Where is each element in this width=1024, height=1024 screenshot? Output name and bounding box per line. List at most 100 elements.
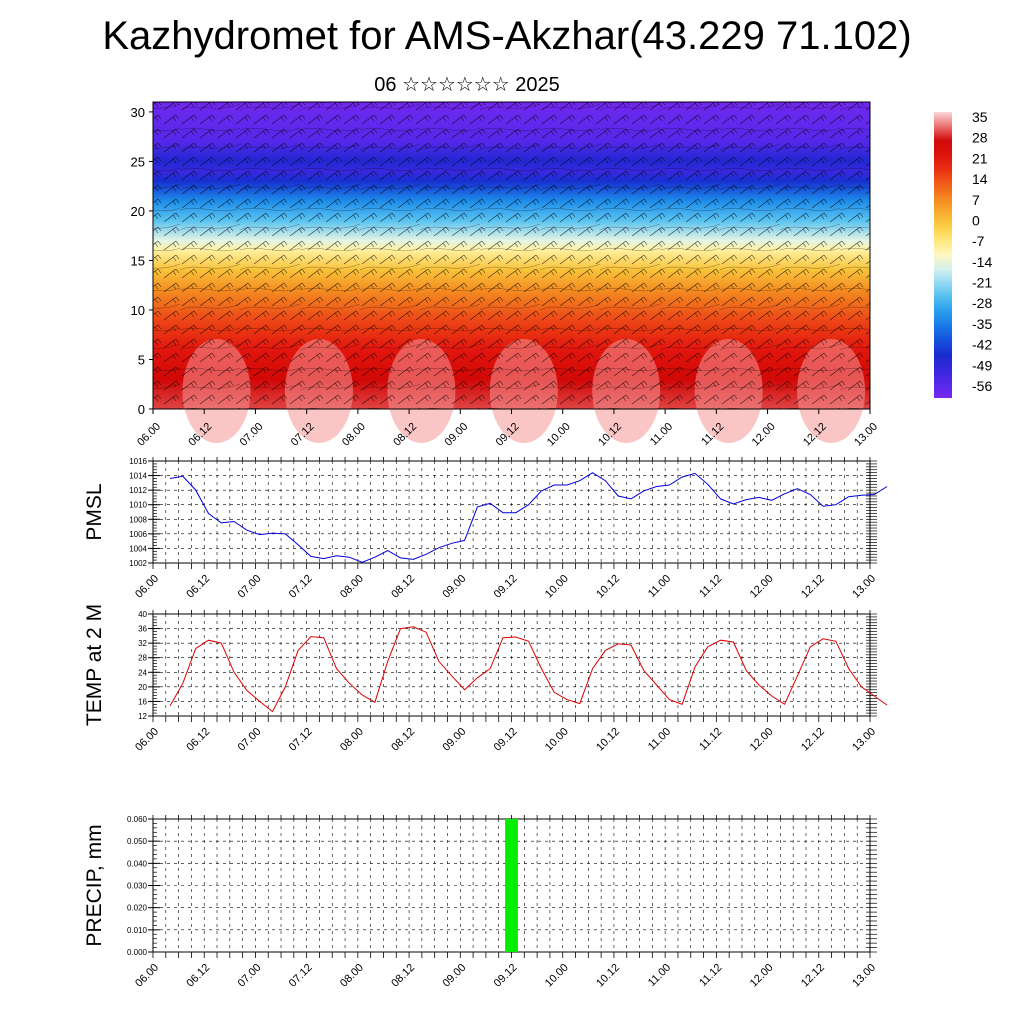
colorbar-label: 14: [972, 171, 988, 187]
x-tick-label: 09.12: [492, 573, 520, 601]
x-tick-label: 08.00: [338, 573, 366, 601]
x-tick-label: 11.00: [646, 726, 673, 753]
y-tick-label: 28: [138, 654, 147, 663]
y-tick-label: 25: [131, 154, 145, 169]
colorbar-label: -14: [972, 254, 992, 270]
y-tick-label: 40: [138, 610, 147, 619]
x-tick-label: 11.12: [697, 726, 724, 753]
chart-subtitle: 06 ☆☆☆☆☆☆ 2025: [374, 74, 560, 96]
x-tick-label: 11.12: [697, 573, 724, 600]
y-tick-label: 5: [138, 352, 145, 367]
colorbar-label: -49: [972, 357, 992, 373]
y-tick-label: 1008: [129, 515, 147, 524]
x-tick-label: 13.00: [850, 726, 878, 754]
temp-2m-panel: 12 16 20 24 28 32 36 40 06.00 06.12 07.00 07.12 08.0…: [83, 604, 888, 754]
x-tick-label: 09.12: [492, 962, 520, 990]
x-tick-label: 11.00: [646, 573, 673, 600]
y-tick-label: 0.040: [127, 859, 148, 868]
y-tick-label: 20: [138, 683, 147, 692]
y-tick-label: 20: [131, 204, 145, 219]
x-tick-label: 08.12: [389, 962, 417, 990]
y-axis-title: PMSL: [83, 483, 106, 540]
x-tick-label: 12.12: [799, 962, 827, 990]
x-tick-label: 07.12: [287, 573, 315, 601]
x-tick-label: 08.00: [338, 962, 366, 990]
x-tick-label: 09.12: [492, 726, 520, 754]
y-tick-label: 10: [131, 303, 145, 318]
x-tick-label: 06.12: [184, 573, 212, 601]
x-tick-label: 10.12: [594, 573, 622, 601]
precip-panel: 0.000 0.010 0.020 0.030 0.040 0.050 0.060 06.00…: [83, 815, 878, 990]
colorbar-label: 7: [972, 192, 980, 208]
x-tick-label: 07.12: [287, 726, 315, 754]
x-tick-label: 12.00: [748, 962, 776, 990]
y-tick-label: 0.010: [127, 926, 148, 935]
x-tick-label: 06.00: [133, 726, 161, 754]
y-tick-label: 0.050: [127, 837, 148, 846]
y-tick-label: 1010: [129, 501, 147, 510]
x-tick-label: 10.12: [594, 962, 622, 990]
x-tick-label: 10.00: [543, 573, 571, 601]
colorbar-label: -35: [972, 316, 992, 332]
y-tick-label: 12: [138, 712, 147, 721]
x-tick-label: 12.12: [799, 573, 827, 601]
x-tick-label: 08.12: [389, 573, 417, 601]
pmsl-panel: 1002 1004 1006 1008 1010 1012 1014 1016 06.00 06.…: [83, 457, 888, 601]
temperature-colorbar: 35 28 21 14 7 0 -7 -14 -21 -28 -35 -42 -49 -56: [934, 109, 992, 398]
x-tick-label: 07.00: [236, 573, 264, 601]
y-tick-label: 1004: [129, 544, 147, 553]
x-tick-label: 07.00: [236, 962, 264, 990]
x-tick-label: 06.00: [135, 421, 163, 449]
colorbar-label: 35: [972, 109, 988, 125]
x-tick-label: 10.00: [543, 962, 571, 990]
x-tick-label: 07.12: [287, 962, 315, 990]
y-tick-label: 30: [131, 105, 145, 120]
y-tick-label: 1006: [129, 530, 147, 539]
x-tick-label: 06.00: [133, 962, 161, 990]
wind-barbs-overlay: [153, 102, 870, 409]
x-tick-label: 06.12: [184, 962, 212, 990]
y-tick-label: 1014: [129, 472, 147, 481]
y-tick-label: 16: [138, 697, 147, 706]
y-tick-label: 32: [138, 639, 147, 648]
colorbar-label: 28: [972, 130, 988, 146]
x-tick-label: 08.00: [338, 726, 366, 754]
x-tick-label: 09.00: [440, 962, 468, 990]
x-tick-label: 10.12: [594, 726, 622, 754]
colorbar-label: -42: [972, 337, 992, 353]
precip-bar: [505, 819, 518, 952]
y-axis-title: PRECIP, mm: [83, 824, 106, 946]
colorbar-label: -21: [972, 275, 992, 291]
colorbar-label: -28: [972, 295, 992, 311]
colorbar-label: 0: [972, 212, 980, 228]
y-tick-label: 0.060: [127, 815, 148, 824]
x-tick-label: 12.12: [799, 726, 827, 754]
colorbar-fill: [934, 112, 952, 398]
x-tick-label: 06.00: [133, 573, 161, 601]
x-tick-label: 08.12: [389, 726, 417, 754]
y-axis-title: TEMP at 2 M: [83, 604, 106, 726]
y-tick-label: 15: [131, 253, 145, 268]
colorbar-label: -56: [972, 378, 992, 394]
y-tick-label: 0.020: [127, 904, 148, 913]
x-tick-label: 06.12: [184, 726, 212, 754]
colorbar-label: 21: [972, 150, 988, 166]
y-tick-label: 24: [138, 668, 147, 677]
x-tick-label: 11.00: [646, 962, 673, 989]
x-tick-label: 09.00: [440, 573, 468, 601]
x-tick-label: 07.00: [236, 726, 264, 754]
x-tick-label: 11.12: [697, 962, 724, 989]
y-tick-label: 0.000: [127, 948, 148, 957]
x-tick-label: 09.00: [440, 726, 468, 754]
x-tick-label: 13.00: [850, 962, 878, 990]
chart-title: Kazhydromet for AMS-Akzhar(43.229 71.102…: [102, 14, 912, 58]
y-tick-label: 0: [138, 402, 145, 417]
colorbar-label: -7: [972, 233, 985, 249]
pmsl-series-line: [170, 472, 888, 563]
x-tick-label: 10.00: [543, 726, 571, 754]
y-tick-label: 1012: [129, 486, 147, 495]
y-tick-label: 36: [138, 625, 147, 634]
y-tick-label: 1016: [129, 457, 147, 466]
